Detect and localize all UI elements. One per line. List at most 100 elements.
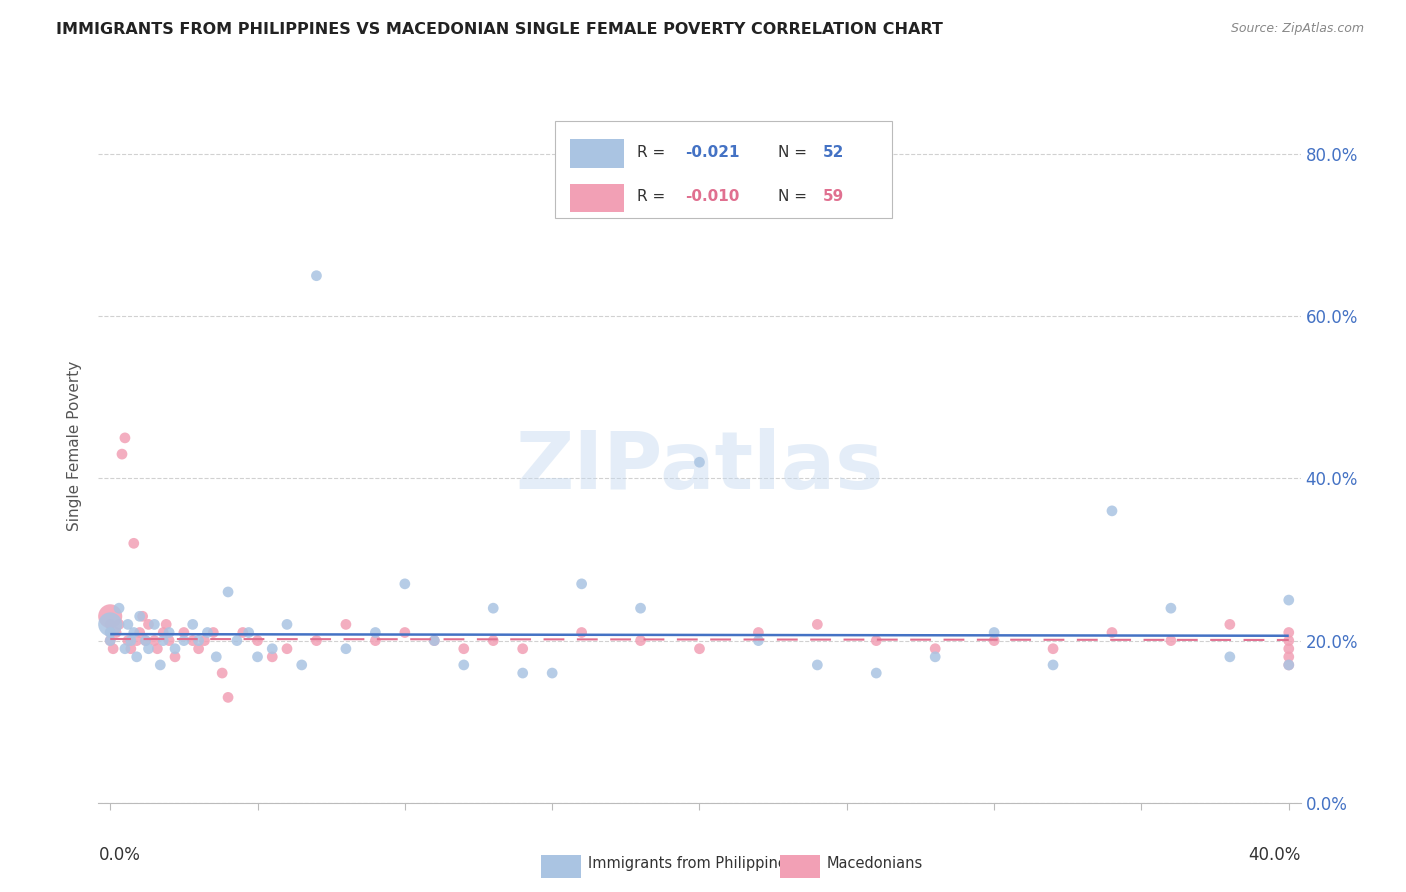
Point [181, 617, 204, 632]
Point [291, 657, 314, 672]
Point [149, 657, 172, 672]
Point [197, 625, 219, 640]
Point [1219, 617, 1241, 632]
Text: -0.021: -0.021 [685, 145, 740, 160]
Point [806, 657, 828, 672]
Point [1278, 649, 1301, 664]
Point [114, 641, 136, 656]
Point [105, 625, 128, 640]
Point [101, 641, 124, 656]
Point [155, 617, 177, 632]
Point [120, 641, 142, 656]
Point [152, 633, 174, 648]
Point [630, 601, 652, 615]
Point [114, 431, 136, 445]
Point [1278, 657, 1301, 672]
Point [983, 633, 1005, 648]
Point [187, 633, 209, 648]
Text: 40.0%: 40.0% [1249, 846, 1301, 863]
Point [246, 633, 269, 648]
Point [238, 625, 260, 640]
Point [225, 633, 247, 648]
Bar [569, 139, 624, 168]
Point [135, 633, 157, 648]
Point [394, 625, 416, 640]
Point [232, 625, 254, 640]
Point [117, 633, 139, 648]
Text: R =: R = [637, 189, 671, 204]
Point [688, 641, 710, 656]
Point [394, 577, 416, 591]
Bar [569, 184, 624, 212]
Point [205, 649, 228, 664]
Point [276, 641, 298, 656]
Point [157, 633, 180, 648]
Point [217, 585, 239, 599]
Point [482, 601, 505, 615]
Point [163, 641, 186, 656]
Point [143, 633, 166, 648]
Point [335, 617, 357, 632]
Point [630, 633, 652, 648]
Point [1278, 657, 1301, 672]
Text: 0.0%: 0.0% [98, 846, 141, 863]
Point [453, 657, 475, 672]
Point [138, 617, 160, 632]
Point [1278, 633, 1301, 648]
Text: Macedonians: Macedonians [827, 856, 922, 871]
Point [98, 617, 121, 632]
Text: ZIPatlas: ZIPatlas [516, 428, 883, 507]
Point [98, 625, 121, 640]
Point [125, 649, 148, 664]
Text: IMMIGRANTS FROM PHILIPPINES VS MACEDONIAN SINGLE FEMALE POVERTY CORRELATION CHAR: IMMIGRANTS FROM PHILIPPINES VS MACEDONIA… [56, 22, 943, 37]
Point [193, 633, 215, 648]
Point [181, 633, 204, 648]
Point [120, 633, 142, 648]
Point [541, 666, 564, 681]
Point [305, 633, 328, 648]
Point [117, 617, 139, 632]
Text: N =: N = [778, 189, 811, 204]
Text: R =: R = [637, 145, 671, 160]
Point [1278, 641, 1301, 656]
Point [146, 641, 169, 656]
Point [865, 633, 887, 648]
Point [924, 641, 946, 656]
Point [512, 666, 534, 681]
Point [262, 641, 284, 656]
Point [157, 625, 180, 640]
Point [246, 649, 269, 664]
Point [135, 633, 157, 648]
Point [125, 633, 148, 648]
Point [747, 633, 769, 648]
Point [512, 641, 534, 656]
Point [571, 625, 593, 640]
Point [924, 649, 946, 664]
Point [211, 666, 233, 681]
Point [202, 625, 225, 640]
Point [122, 625, 145, 640]
Point [111, 447, 134, 461]
Point [571, 577, 593, 591]
Y-axis label: Single Female Poverty: Single Female Poverty [67, 361, 83, 531]
Point [98, 617, 121, 632]
Point [806, 617, 828, 632]
Point [1101, 625, 1123, 640]
Point [108, 617, 131, 632]
Point [143, 617, 166, 632]
Point [152, 625, 174, 640]
Point [305, 268, 328, 283]
Text: 52: 52 [824, 145, 845, 160]
Point [747, 625, 769, 640]
Point [423, 633, 446, 648]
Point [364, 625, 387, 640]
Point [128, 609, 150, 624]
Point [187, 641, 209, 656]
Text: Immigrants from Philippines: Immigrants from Philippines [588, 856, 794, 871]
Point [276, 617, 298, 632]
Point [1160, 633, 1182, 648]
Text: -0.010: -0.010 [685, 189, 740, 204]
Point [173, 633, 195, 648]
Point [217, 690, 239, 705]
FancyBboxPatch shape [555, 121, 891, 218]
